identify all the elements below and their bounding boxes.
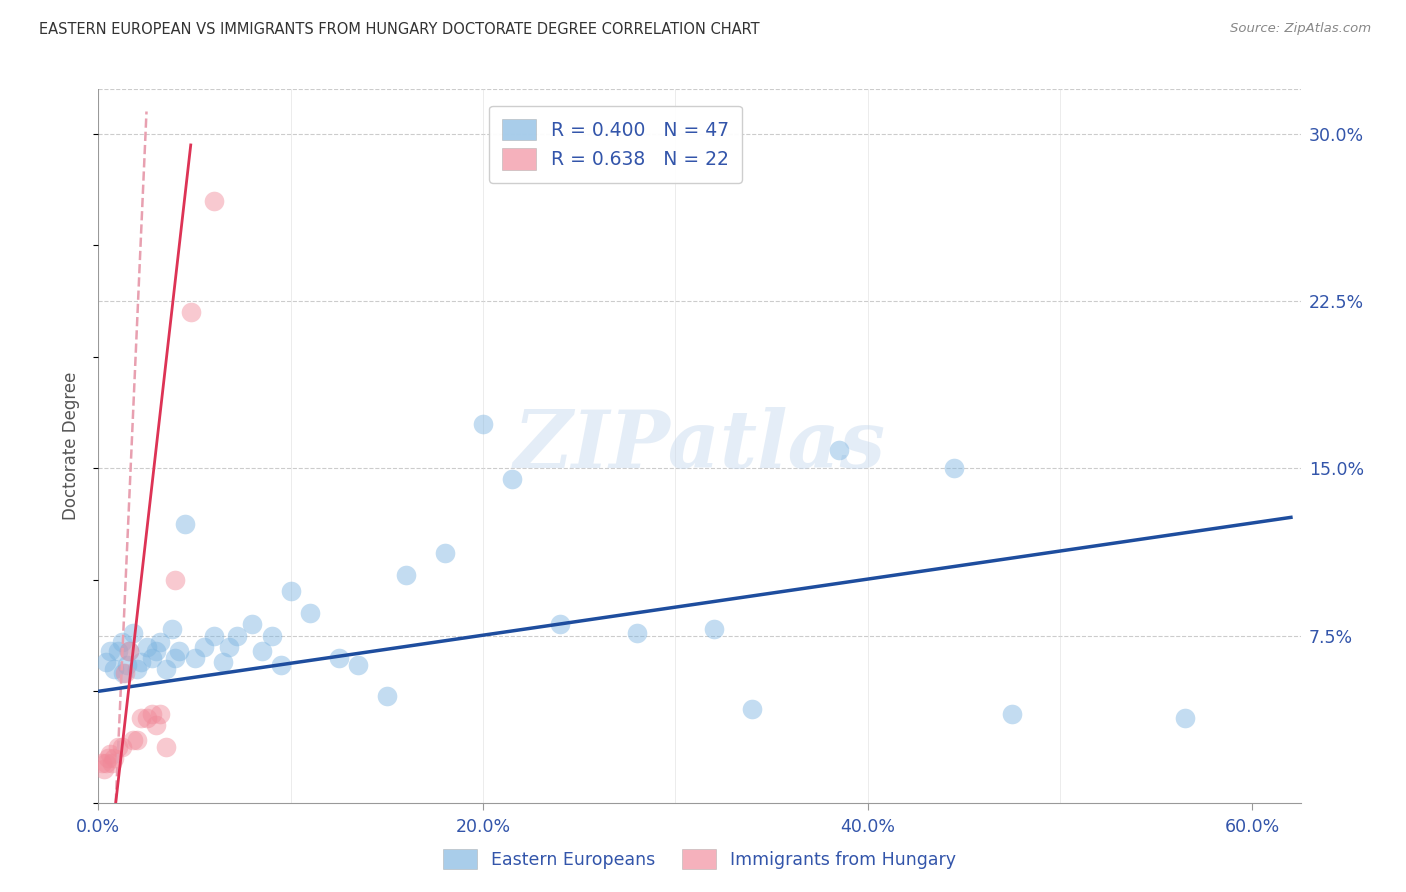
Point xyxy=(433,546,456,560)
Point xyxy=(135,711,157,725)
Point xyxy=(103,751,125,765)
Point xyxy=(165,651,187,665)
Point xyxy=(94,655,117,669)
Point xyxy=(94,756,117,770)
Point xyxy=(218,640,240,654)
Point xyxy=(193,640,215,654)
Point xyxy=(103,662,125,676)
Point xyxy=(101,756,124,770)
Point xyxy=(1001,706,1024,721)
Point xyxy=(202,628,225,642)
Point xyxy=(395,568,418,582)
Point xyxy=(328,651,350,665)
Point xyxy=(122,626,145,640)
Text: EASTERN EUROPEAN VS IMMIGRANTS FROM HUNGARY DOCTORATE DEGREE CORRELATION CHART: EASTERN EUROPEAN VS IMMIGRANTS FROM HUNG… xyxy=(39,22,761,37)
Point xyxy=(93,762,115,776)
Point xyxy=(125,733,148,747)
Point xyxy=(110,740,132,755)
Point xyxy=(122,733,145,747)
Point xyxy=(347,657,370,672)
Point xyxy=(548,617,571,632)
Point xyxy=(741,702,763,716)
Point xyxy=(174,517,197,532)
Point xyxy=(626,626,648,640)
Point xyxy=(118,644,141,658)
Point xyxy=(149,706,172,721)
Point xyxy=(97,751,120,765)
Point xyxy=(129,655,152,669)
Point xyxy=(703,622,725,636)
Point xyxy=(141,651,163,665)
Point xyxy=(155,662,177,676)
Legend: Eastern Europeans, Immigrants from Hungary: Eastern Europeans, Immigrants from Hunga… xyxy=(436,842,963,876)
Point xyxy=(114,666,136,681)
Point xyxy=(165,573,187,587)
Point xyxy=(107,644,129,658)
Point xyxy=(155,740,177,755)
Point xyxy=(250,644,273,658)
Point xyxy=(145,644,167,658)
Point xyxy=(98,747,121,761)
Point xyxy=(135,640,157,654)
Point xyxy=(167,644,190,658)
Point xyxy=(91,756,114,770)
Point xyxy=(212,655,235,669)
Point xyxy=(125,662,148,676)
Point xyxy=(202,194,225,208)
Point xyxy=(149,635,172,649)
Point xyxy=(118,644,141,658)
Point xyxy=(270,657,292,672)
Point xyxy=(1174,711,1197,725)
Y-axis label: Doctorate Degree: Doctorate Degree xyxy=(62,372,80,520)
Point xyxy=(141,706,163,721)
Point xyxy=(98,644,121,658)
Point xyxy=(110,635,132,649)
Point xyxy=(112,666,135,681)
Point xyxy=(160,622,183,636)
Point xyxy=(180,305,202,319)
Text: Source: ZipAtlas.com: Source: ZipAtlas.com xyxy=(1230,22,1371,36)
Point xyxy=(298,607,321,621)
Point xyxy=(280,583,302,598)
Text: ZIPatlas: ZIPatlas xyxy=(513,408,886,484)
Point xyxy=(107,740,129,755)
Point xyxy=(828,443,851,458)
Point xyxy=(129,711,152,725)
Point xyxy=(472,417,495,431)
Point xyxy=(501,473,523,487)
Point xyxy=(375,689,398,703)
Point xyxy=(117,657,139,672)
Point xyxy=(240,617,263,632)
Point xyxy=(225,628,247,642)
Point xyxy=(183,651,205,665)
Point xyxy=(260,628,283,642)
Point xyxy=(943,461,966,475)
Point xyxy=(145,717,167,731)
